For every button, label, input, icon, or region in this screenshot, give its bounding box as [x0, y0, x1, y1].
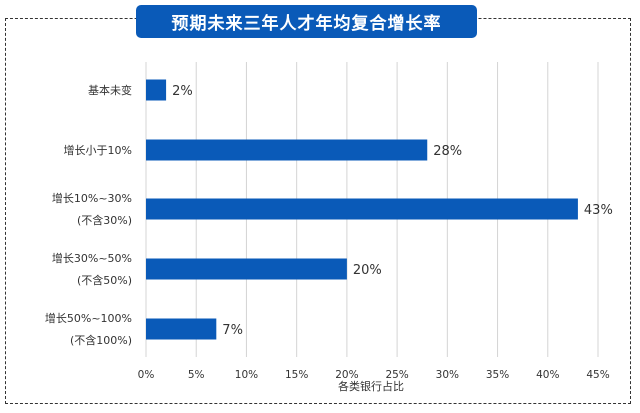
x-tick-label: 15% [285, 369, 308, 381]
bar [146, 258, 347, 280]
x-tick-label: 45% [586, 369, 609, 381]
data-label: 7% [222, 323, 243, 338]
x-axis-title: 各类银行占比 [338, 379, 404, 393]
x-tick-label: 40% [536, 369, 559, 381]
x-tick-label: 10% [235, 369, 258, 381]
category-label: 增长30%~50% [52, 251, 132, 265]
bar [146, 318, 217, 340]
category-label: 增长10%~30% [52, 191, 132, 205]
x-tick-label: 35% [486, 369, 509, 381]
bars [146, 79, 578, 340]
category-label: 基本未变 [88, 83, 132, 97]
x-tick-label: 25% [385, 369, 408, 381]
data-label: 2% [172, 84, 193, 99]
bar [146, 79, 167, 101]
bar [146, 139, 428, 161]
data-label: 28% [433, 144, 462, 159]
labels: 0% 5% 10% 15% 20% 25% 30% 35% 40% 45% 2% 基本未变 28% 增长小… [45, 83, 613, 381]
x-tick-label: 5% [188, 369, 205, 381]
bar [146, 198, 578, 220]
category-label: 增长小于10% [64, 143, 132, 157]
category-label: 增长50%~100% [45, 311, 132, 325]
x-tick-label: 20% [335, 369, 358, 381]
data-label: 20% [353, 263, 382, 278]
x-tick-label: 30% [436, 369, 459, 381]
category-label: (不含30%) [77, 213, 132, 227]
x-tick-label: 0% [138, 369, 155, 381]
data-label: 43% [584, 203, 613, 218]
category-label: (不含50%) [77, 273, 132, 287]
category-label: (不含100%) [70, 333, 132, 347]
chart-title: 预期未来三年人才年均复合增长率 [136, 5, 477, 38]
